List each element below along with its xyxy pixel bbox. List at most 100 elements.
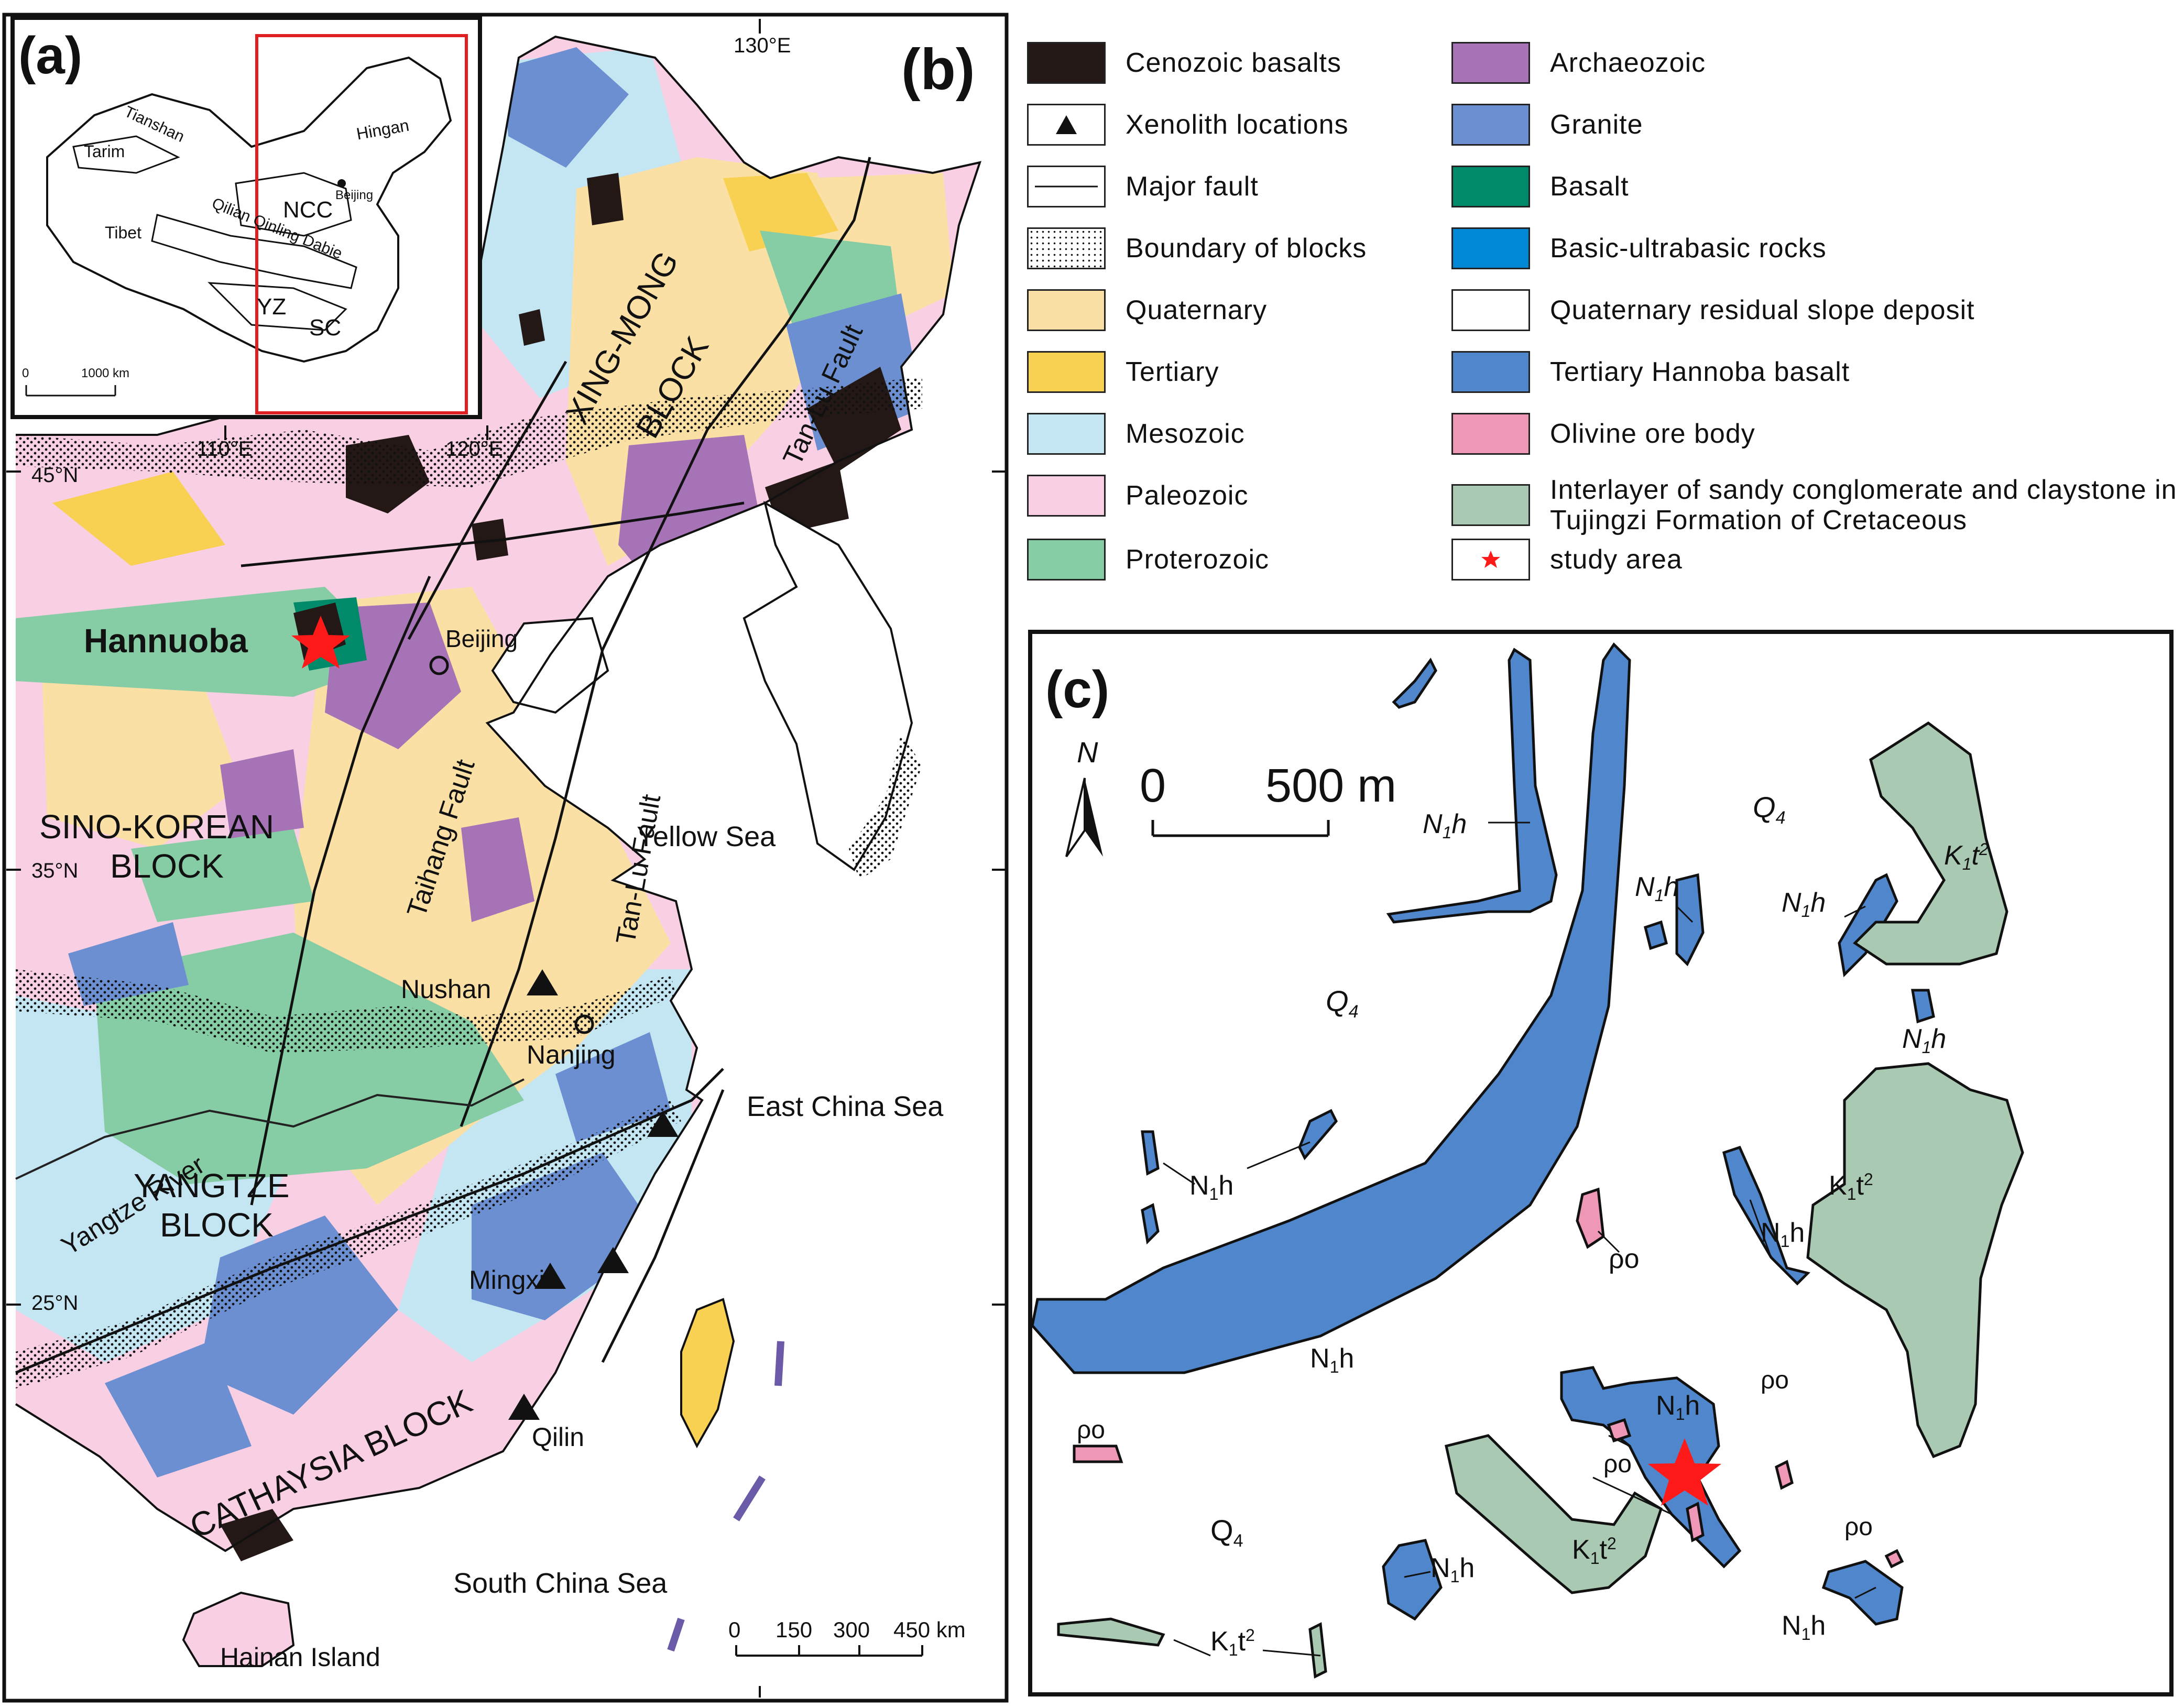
svg-text:K1t2: K1t2	[1210, 1626, 1255, 1659]
olivine-5	[1884, 1549, 1904, 1569]
basalt-small-8	[1382, 1539, 1443, 1621]
legend-item: Cenozoic basalts	[1027, 42, 1341, 84]
tujingzi-sw-2	[1308, 1622, 1327, 1679]
legend-item: Granite	[1451, 104, 1643, 146]
inset-label-sc: SC	[309, 315, 341, 341]
basalt-small-4	[1911, 989, 1935, 1024]
northeast-fault	[407, 360, 567, 640]
legend-swatch	[1451, 166, 1530, 207]
svg-text:ρo: ρo	[1761, 1366, 1789, 1394]
china-outline	[46, 56, 452, 363]
svg-text:ρo: ρo	[1603, 1450, 1632, 1478]
sea-east-china: East China Sea	[747, 1091, 944, 1122]
boundary-fault-south	[15, 1068, 724, 1374]
svg-text:K1t2: K1t2	[1572, 1534, 1617, 1568]
legend-label: Granite	[1550, 110, 1643, 140]
scale-c-500m: 500 m	[1265, 760, 1396, 812]
place-qilin: Qilin	[532, 1422, 584, 1452]
korean-peninsula	[742, 500, 913, 871]
legend-item: Quaternary residual slope deposit	[1451, 289, 1975, 331]
nine-dash-segments	[667, 1341, 784, 1652]
study-region-box	[255, 34, 468, 414]
svg-text:N1h: N1h	[1761, 1218, 1805, 1251]
scale-b-450: 450 km	[893, 1617, 966, 1642]
inset-china-map: (a) Tianshan Hingan Tarim Beijing NCC Ti…	[10, 16, 482, 419]
legend-label: Olivine ore body	[1550, 419, 1755, 449]
meridian-120e: 120°E	[445, 437, 503, 461]
place-nushan: Nushan	[401, 975, 491, 1004]
legend-item: Tertiary	[1027, 351, 1219, 393]
basalt-small-3	[1838, 873, 1898, 978]
legend-label: Tertiary Hannoba basalt	[1550, 357, 1850, 387]
basalt-small-9	[1821, 1560, 1904, 1626]
coastline	[15, 35, 982, 1552]
study-area-star-b	[291, 616, 350, 669]
legend-swatch	[1027, 166, 1106, 207]
legend-swatch	[1027, 413, 1106, 455]
parallel-45n: 45°N	[31, 464, 78, 487]
svg-text:ρo: ρo	[1609, 1244, 1640, 1274]
unit-leader-lines	[1163, 822, 1876, 1657]
legend-label: Quaternary	[1126, 295, 1268, 325]
place-hannuoba: Hannuoba	[84, 622, 248, 660]
yz-outline	[208, 282, 347, 331]
scale-bar-b	[735, 1645, 923, 1657]
svg-text:K1t2: K1t2	[1829, 1170, 1873, 1203]
hainan-island	[182, 1591, 295, 1667]
yangtze-river	[15, 1078, 525, 1180]
svg-text:N1h: N1h	[1189, 1170, 1233, 1203]
legend-item: Quaternary	[1027, 289, 1267, 331]
svg-text:Q4: Q4	[1210, 1514, 1243, 1551]
legend-swatch	[1451, 289, 1530, 331]
place-mingxi: Mingxi	[469, 1265, 544, 1295]
legend-item: Xenolith locations	[1027, 104, 1349, 146]
basalt-small-2	[1644, 920, 1668, 950]
parallel-35n: 35°N	[31, 859, 78, 882]
legend-label: Paleozoic	[1126, 480, 1249, 511]
legend-label: Basalt	[1550, 171, 1629, 202]
sea-yellow: Yellow Sea	[637, 821, 776, 852]
meridian-110e: 110°E	[196, 437, 252, 461]
basalt-small-7	[1141, 1203, 1160, 1245]
legend-item: Basalt	[1451, 166, 1629, 207]
legend-swatch	[1027, 539, 1106, 581]
olivine-3	[1073, 1444, 1123, 1463]
legend-swatch	[1027, 227, 1106, 269]
ncc-outline	[235, 172, 352, 237]
svg-text:ρo: ρo	[1077, 1416, 1105, 1444]
basalt-east-strip	[1722, 1145, 1810, 1286]
detail-map-c: (c) N 0 500 m	[1028, 630, 2174, 1696]
olivine-6	[1607, 1418, 1632, 1443]
legend-label: Basic-ultrabasic rocks	[1550, 233, 1827, 264]
nanjing-marker	[574, 1014, 594, 1034]
panel-label-b: (b)	[901, 37, 975, 102]
taihang-fault	[250, 576, 431, 1206]
tujingzi-south	[1445, 1434, 1663, 1594]
legend-label: Cenozoic basalts	[1126, 48, 1341, 78]
svg-text:N1h: N1h	[1423, 809, 1467, 842]
legend-swatch	[1027, 289, 1106, 331]
block-boundaries	[16, 377, 922, 1388]
tarim-outline	[72, 135, 180, 174]
xenolith-mingxi	[534, 1263, 566, 1289]
olivine-4	[1686, 1502, 1705, 1542]
scale-b-0: 0	[728, 1617, 740, 1642]
legend-item: Proterozoic	[1027, 539, 1269, 581]
triangle-icon	[1056, 115, 1077, 134]
legend-label: Tertiary	[1126, 357, 1219, 387]
legend-item: Mesozoic	[1027, 413, 1245, 455]
olivine-2	[1775, 1460, 1794, 1490]
legend-item: Interlayer of sandy conglomerate and cla…	[1451, 475, 2184, 535]
legend-label: Proterozoic	[1126, 544, 1269, 575]
basalt-thin-branch	[1392, 658, 1437, 709]
legend-item: Major fault	[1027, 166, 1259, 207]
legend-swatch	[1451, 42, 1530, 84]
svg-text:ρo: ρo	[1844, 1513, 1873, 1541]
svg-text:Q4: Q4	[1326, 984, 1358, 1022]
legend-item: Paleozoic	[1027, 475, 1248, 517]
inset-label-tarim: Tarim	[84, 142, 125, 161]
svg-text:N1h: N1h	[1310, 1343, 1354, 1376]
bohai-sea	[491, 617, 609, 714]
taiwan-island	[680, 1298, 735, 1449]
legend-swatch	[1451, 227, 1530, 269]
